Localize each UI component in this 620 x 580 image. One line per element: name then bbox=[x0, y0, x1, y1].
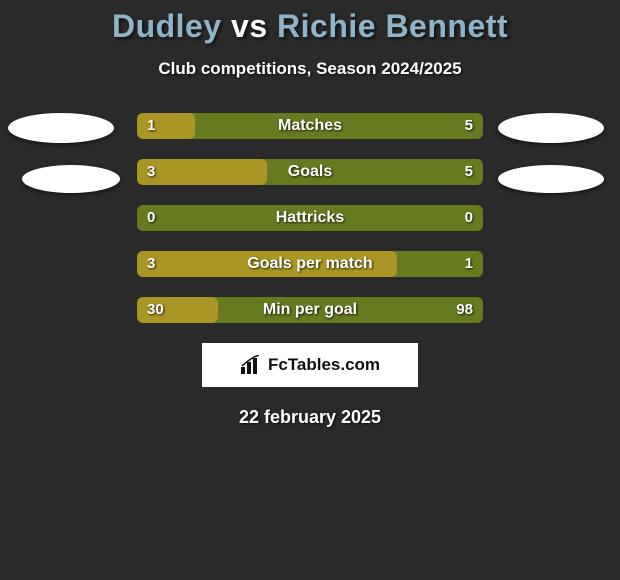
player-oval bbox=[22, 165, 120, 193]
player-oval bbox=[498, 165, 604, 193]
subtitle: Club competitions, Season 2024/2025 bbox=[0, 59, 620, 79]
chart-icon bbox=[240, 355, 262, 375]
stats-area: 1Matches53Goals50Hattricks03Goals per ma… bbox=[0, 113, 620, 323]
date-label: 22 february 2025 bbox=[0, 407, 620, 428]
value-right: 98 bbox=[456, 297, 473, 323]
stat-label: Hattricks bbox=[137, 205, 483, 231]
title-part: Richie Bennett bbox=[277, 8, 508, 44]
title-part: Dudley bbox=[112, 8, 222, 44]
player-oval bbox=[498, 113, 604, 143]
stat-label: Min per goal bbox=[137, 297, 483, 323]
branding-badge: FcTables.com bbox=[202, 343, 418, 387]
value-right: 5 bbox=[465, 113, 473, 139]
branding-text: FcTables.com bbox=[268, 355, 380, 375]
stat-label: Goals bbox=[137, 159, 483, 185]
stat-row: 0Hattricks0 bbox=[137, 205, 483, 231]
stat-row: 3Goals per match1 bbox=[137, 251, 483, 277]
value-right: 5 bbox=[465, 159, 473, 185]
stat-label: Matches bbox=[137, 113, 483, 139]
stat-label: Goals per match bbox=[137, 251, 483, 277]
stat-row: 1Matches5 bbox=[137, 113, 483, 139]
player-oval bbox=[8, 113, 114, 143]
value-right: 1 bbox=[465, 251, 473, 277]
page-title: Dudley vs Richie Bennett bbox=[0, 0, 620, 45]
stat-row: 30Min per goal98 bbox=[137, 297, 483, 323]
stat-row: 3Goals5 bbox=[137, 159, 483, 185]
title-part: vs bbox=[222, 8, 277, 44]
value-right: 0 bbox=[465, 205, 473, 231]
